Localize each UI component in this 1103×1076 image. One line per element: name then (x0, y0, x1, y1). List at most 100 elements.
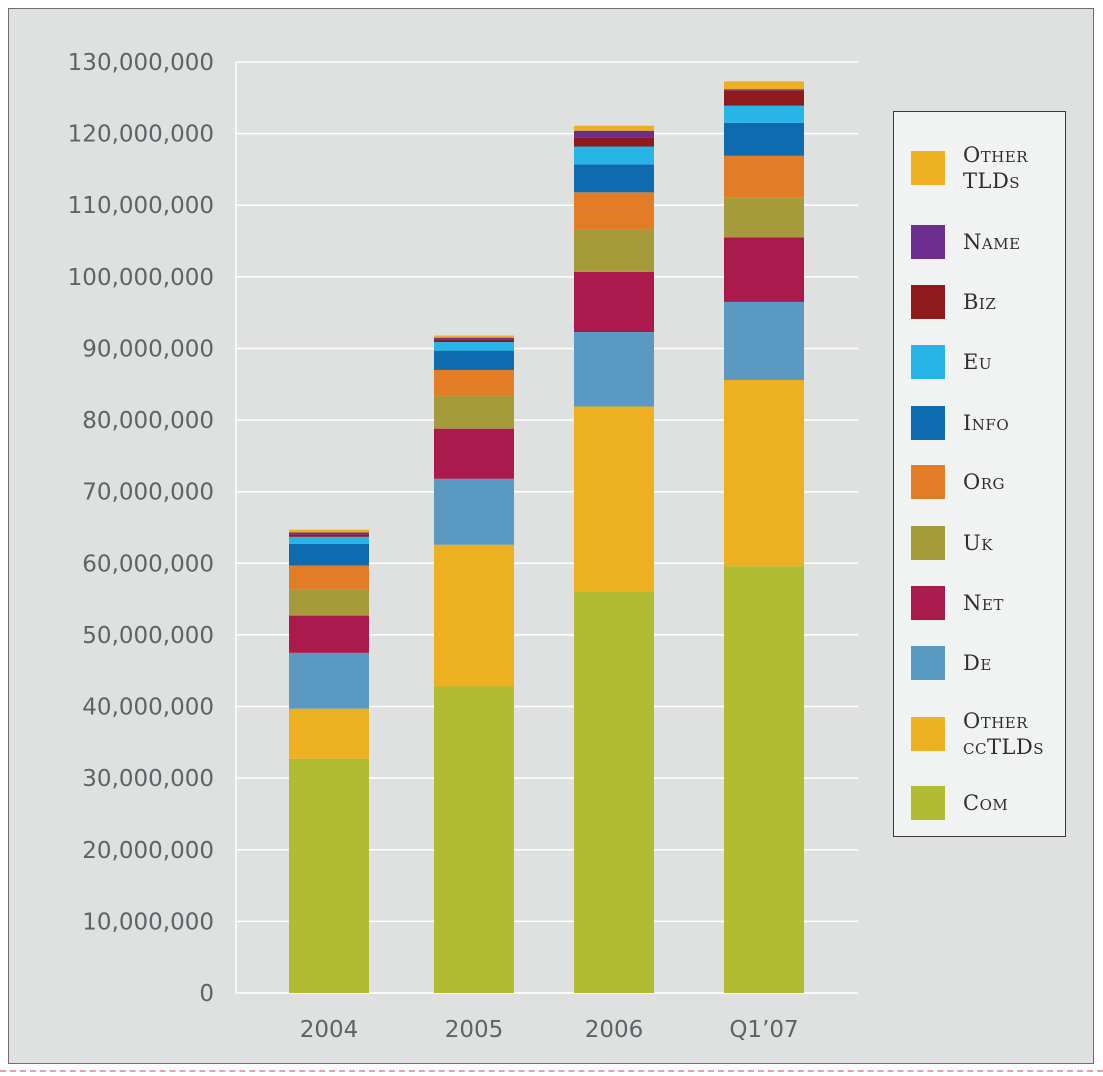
y-tick-label: 10,000,000 (82, 909, 214, 935)
legend-label: Biz (963, 290, 997, 314)
legend-item-uk: Uk (911, 526, 1061, 560)
legend-item-eu: Eu (911, 345, 1061, 379)
bar-segment-com-2004 (289, 758, 369, 993)
bar-segment-eu-2004 (289, 536, 369, 544)
legend-swatch (911, 225, 945, 259)
y-tick-label: 50,000,000 (82, 623, 214, 649)
bar-segment-org-2005 (434, 369, 514, 396)
bar-segment-eu-q1-07 (724, 105, 804, 123)
y-axis: 0 10,000,000 20,000,000 30,000,000 40,000,00… (68, 50, 214, 1007)
bar-segment-other-tlds-2006 (574, 125, 654, 131)
legend-swatch (911, 586, 945, 620)
bar-segment-name-2006 (574, 130, 654, 138)
legend-item-other-tlds: Other TLDs (911, 142, 1061, 194)
legend-label: Other ccTLDs (963, 709, 1045, 759)
bar-segment-name-q1-07 (724, 89, 804, 91)
bar-segment-info-2005 (434, 350, 514, 370)
legend-swatch (911, 285, 945, 319)
y-tick-label: 90,000,000 (82, 336, 214, 362)
bar-segment-uk-2005 (434, 395, 514, 429)
chart-legend: Other TLDs Name Biz Eu Info Org Uk Net De Other c… (893, 111, 1066, 837)
bar-segment-other-cctlds-2004 (289, 708, 369, 759)
y-tick-label: 70,000,000 (82, 480, 214, 506)
bar-segment-info-2004 (289, 543, 369, 566)
legend-label: Name (963, 230, 1021, 254)
bar-segment-uk-2006 (574, 229, 654, 272)
y-tick-label: 110,000,000 (68, 193, 214, 219)
bar-segment-biz-q1-07 (724, 90, 804, 106)
legend-item-de: De (911, 646, 1061, 680)
legend-item-org: Org (911, 465, 1061, 499)
bar-segment-uk-2004 (289, 589, 369, 616)
legend-item-biz: Biz (911, 285, 1061, 319)
legend-label: Net (963, 591, 1004, 615)
bar-segment-de-q1-07 (724, 301, 804, 380)
bar-segment-com-q1-07 (724, 566, 804, 993)
bar-segment-other-cctlds-2005 (434, 544, 514, 687)
legend-swatch (911, 786, 945, 820)
legend-label: Uk (963, 531, 993, 555)
bar-segment-biz-2005 (434, 339, 514, 343)
bar-segment-biz-2004 (289, 534, 369, 537)
y-tick-label: 0 (199, 981, 214, 1007)
legend-label: Com (963, 791, 1009, 815)
legend-item-com: Com (911, 786, 1061, 820)
bar-segment-other-tlds-2004 (289, 529, 369, 533)
bar-segment-uk-q1-07 (724, 197, 804, 238)
legend-label: Other TLDs (963, 143, 1029, 193)
y-tick-label: 30,000,000 (82, 766, 214, 792)
bar-segment-other-cctlds-2006 (574, 406, 654, 592)
bar-segment-de-2006 (574, 331, 654, 407)
bar-segment-info-2006 (574, 164, 654, 193)
x-tick-label: 2006 (585, 1017, 644, 1043)
legend-swatch (911, 526, 945, 560)
legend-item-name: Name (911, 225, 1061, 259)
y-tick-label: 130,000,000 (68, 50, 214, 76)
legend-label: De (963, 651, 992, 675)
legend-item-info: Info (911, 406, 1061, 440)
bar-segment-org-2004 (289, 565, 369, 590)
legend-swatch (911, 151, 945, 185)
y-tick-label: 120,000,000 (68, 122, 214, 148)
bar-segment-net-2004 (289, 615, 369, 653)
x-axis: 2004 2005 2006 Q1’07 (300, 1017, 799, 1043)
y-tick-label: 40,000,000 (82, 695, 214, 721)
legend-label: Eu (963, 350, 992, 374)
legend-item-net: Net (911, 586, 1061, 620)
y-tick-label: 60,000,000 (82, 551, 214, 577)
bar-segment-com-2005 (434, 686, 514, 993)
legend-item-other-cctlds: Other ccTLDs (911, 708, 1061, 760)
bar-segment-eu-2006 (574, 146, 654, 165)
legend-label: Info (963, 411, 1010, 435)
legend-label: Org (963, 470, 1005, 494)
y-tick-label: 100,000,000 (68, 265, 214, 291)
bar-segment-net-2006 (574, 271, 654, 332)
bar-segment-name-2004 (289, 532, 369, 535)
legend-swatch (911, 345, 945, 379)
legend-swatch (911, 646, 945, 680)
bar-segment-net-2005 (434, 428, 514, 479)
bar-segment-com-2006 (574, 591, 654, 993)
bar-segment-de-2005 (434, 478, 514, 545)
bar-segment-other-tlds-2005 (434, 335, 514, 338)
x-tick-label: 2004 (300, 1017, 359, 1043)
bar-segment-de-2004 (289, 652, 369, 709)
x-tick-label: 2005 (445, 1017, 504, 1043)
bar-segment-name-2005 (434, 337, 514, 340)
bar-segment-org-q1-07 (724, 155, 804, 198)
bar-segment-org-2006 (574, 192, 654, 230)
y-tick-label: 20,000,000 (82, 838, 214, 864)
bar-segment-other-tlds-q1-07 (724, 81, 804, 90)
bar-segment-info-q1-07 (724, 122, 804, 156)
legend-swatch (911, 717, 945, 751)
page-divider (0, 1070, 1103, 1072)
bar-segment-eu-2005 (434, 342, 514, 351)
bar-segment-other-cctlds-q1-07 (724, 379, 804, 567)
bar-segment-biz-2006 (574, 137, 654, 147)
y-tick-label: 80,000,000 (82, 408, 214, 434)
bar-segment-net-q1-07 (724, 237, 804, 302)
legend-swatch (911, 406, 945, 440)
x-tick-label: Q1’07 (729, 1017, 798, 1043)
bars (289, 81, 804, 993)
